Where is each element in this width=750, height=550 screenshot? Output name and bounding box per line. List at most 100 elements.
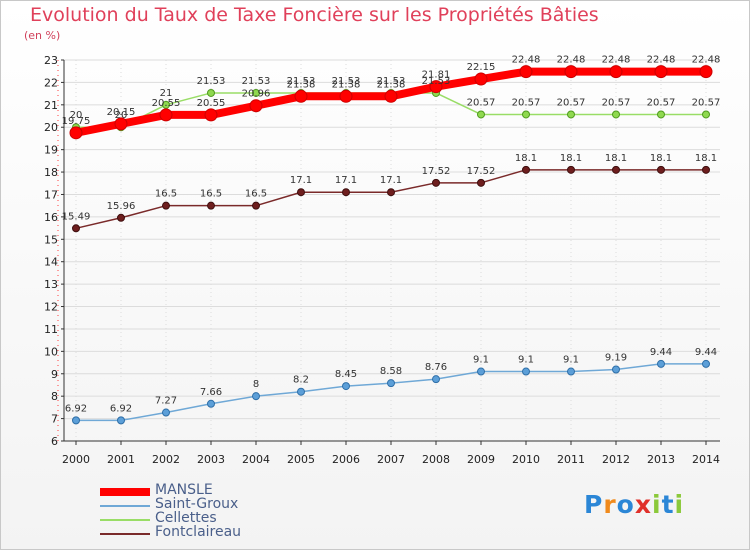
y-tick-label: 7: [51, 413, 58, 426]
data-point-cellettes: [567, 110, 575, 119]
data-point-mansle: [429, 80, 443, 94]
data-point-fontclaireau: [702, 165, 710, 174]
legend-label: Saint-Groux: [155, 496, 239, 512]
data-point-fontclaireau: [297, 188, 305, 197]
data-point-fontclaireau: [207, 201, 215, 210]
x-tick-label: 2012: [602, 453, 630, 466]
data-label-cellettes: 20.57: [692, 97, 721, 108]
x-tick-label: 2000: [62, 453, 90, 466]
data-label-fontclaireau: 15.49: [62, 211, 91, 222]
data-point-saint-groux: [207, 399, 215, 408]
axes: 6 7 8 9 10 11 12 13 14 15 16 17 18 19 20 21 22 23 2000 2001…: [44, 54, 720, 466]
data-label-saint-groux: 7.66: [200, 387, 222, 398]
data-label-fontclaireau: 17.1: [290, 175, 312, 186]
legend-swatch: [100, 533, 150, 535]
data-point-cellettes: [477, 110, 485, 119]
y-tick-label: 15: [44, 233, 58, 246]
legend-label: MANSLE: [155, 482, 213, 498]
y-tick-label: 13: [44, 278, 58, 291]
data-label-fontclaireau: 17.52: [422, 166, 451, 177]
data-label-mansle: 20.96: [242, 89, 271, 100]
legend-swatch: [100, 488, 150, 496]
data-label-cellettes: 20: [115, 110, 128, 121]
data-label-fontclaireau: 18.1: [515, 153, 537, 164]
data-point-fontclaireau: [432, 178, 440, 187]
data-label-mansle: 22.48: [647, 55, 676, 66]
data-label-mansle: 22.48: [557, 55, 586, 66]
logo-letter: o: [616, 490, 635, 519]
data-point-saint-groux: [117, 416, 125, 425]
y-tick-label: 16: [44, 211, 58, 224]
x-tick-label: 2003: [197, 453, 225, 466]
data-point-fontclaireau: [72, 224, 80, 233]
data-point-saint-groux: [297, 387, 305, 396]
proxiti-logo: Proxiti: [584, 490, 684, 519]
x-tick-label: 2013: [647, 453, 675, 466]
x-tick-label: 2001: [107, 453, 135, 466]
x-tick-label: 2014: [692, 453, 720, 466]
y-tick-label: 10: [44, 345, 58, 358]
data-label-cellettes: 21.53: [377, 76, 406, 87]
y-tick-label: 6: [51, 435, 58, 448]
data-point-fontclaireau: [117, 213, 125, 222]
data-point-saint-groux: [657, 359, 665, 368]
data-label-saint-groux: 6.92: [110, 403, 132, 414]
data-label-mansle: 21.38: [377, 79, 406, 90]
x-tick-label: 2011: [557, 453, 585, 466]
logo-letter: i: [652, 490, 662, 519]
data-label-saint-groux: 8: [253, 379, 259, 390]
data-label-saint-groux: 9.1: [518, 355, 534, 366]
data-point-cellettes: [657, 110, 665, 119]
data-label-fontclaireau: 16.5: [155, 189, 177, 200]
data-point-cellettes: [612, 110, 620, 119]
data-label-cellettes: 20: [70, 110, 83, 121]
y-unit-label: (en %): [24, 29, 61, 42]
data-label-cellettes: 21.53: [332, 76, 361, 87]
series-group: [69, 65, 713, 425]
data-point-mansle: [609, 65, 623, 79]
data-point-fontclaireau: [567, 165, 575, 174]
y-tick-label: 22: [44, 76, 58, 89]
data-label-fontclaireau: 18.1: [560, 153, 582, 164]
data-label-fontclaireau: 17.1: [335, 175, 357, 186]
data-point-fontclaireau: [387, 188, 395, 197]
legend-swatch: [100, 519, 150, 521]
data-label-cellettes: 21.53: [422, 76, 451, 87]
data-label-mansle: 21.81: [422, 70, 451, 81]
data-label-saint-groux: 8.45: [335, 369, 357, 380]
data-label-fontclaireau: 18.1: [650, 153, 672, 164]
data-label-fontclaireau: 17.52: [467, 166, 496, 177]
data-point-saint-groux: [567, 367, 575, 376]
data-label-mansle: 21.38: [332, 79, 361, 90]
y-tick-label: 23: [44, 54, 58, 67]
data-point-saint-groux: [387, 379, 395, 388]
logo-letter: x: [634, 490, 652, 519]
data-point-mansle: [294, 89, 308, 103]
data-point-cellettes: [252, 88, 260, 97]
data-point-mansle: [474, 72, 488, 86]
data-label-cellettes: 20.57: [647, 97, 676, 108]
data-label-saint-groux: 6.92: [65, 403, 87, 414]
data-label-fontclaireau: 16.5: [200, 189, 222, 200]
data-point-saint-groux: [432, 375, 440, 384]
data-label-fontclaireau: 16.5: [245, 189, 267, 200]
logo-letter: i: [674, 490, 685, 519]
x-tick-label: 2004: [242, 453, 270, 466]
logo-letter: r: [603, 490, 617, 519]
data-label-cellettes: 20.57: [512, 97, 541, 108]
logo-letter: t: [661, 490, 675, 519]
data-label-cellettes: 20.57: [557, 97, 586, 108]
data-label-fontclaireau: 18.1: [695, 153, 717, 164]
y-tick-label: 20: [44, 121, 58, 134]
data-point-mansle: [384, 89, 398, 103]
data-point-saint-groux: [522, 367, 530, 376]
data-label-mansle: 20.55: [197, 98, 226, 109]
legend-swatch: [100, 505, 150, 507]
y-tick-label: 19: [44, 144, 58, 157]
data-label-fontclaireau: 18.1: [605, 153, 627, 164]
chart-title: Evolution du Taux de Taxe Foncière sur l…: [30, 4, 599, 26]
data-label-cellettes: 20.57: [467, 97, 496, 108]
data-label-cellettes: 21.53: [287, 76, 316, 87]
